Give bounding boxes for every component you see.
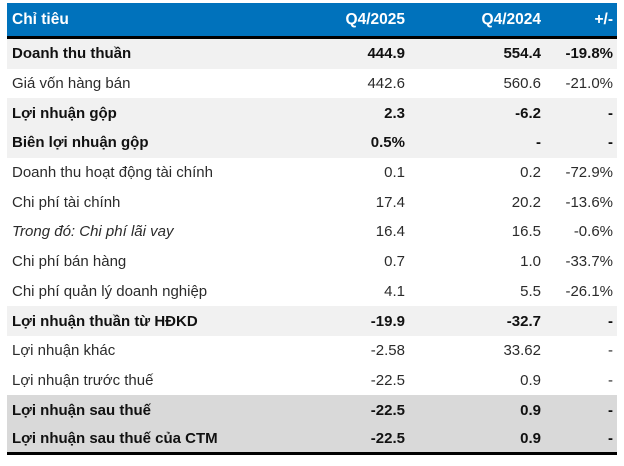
row-label: Chi phí bán hàng (12, 253, 127, 271)
table-row: Biên lợi nhuận gộp 0.5% - - (7, 128, 617, 158)
header-change: +/- (594, 10, 613, 28)
value-change: - (608, 342, 613, 360)
value-change: -13.6% (565, 193, 613, 211)
table-row: Lợi nhuận sau thuế của CTM -22.5 0.9 - (7, 424, 617, 455)
value-change: - (608, 371, 613, 389)
value-q4-2025: -2.58 (370, 342, 405, 360)
row-label: Doanh thu thuần (12, 45, 132, 63)
value-change: -26.1% (565, 282, 613, 300)
row-label: Trong đó: Chi phí lãi vay (12, 223, 174, 241)
value-change: - (608, 312, 613, 330)
value-q4-2024: 20.2 (511, 193, 541, 211)
table-row: Doanh thu hoạt động tài chính 0.1 0.2 -7… (7, 158, 617, 188)
value-change: -0.6% (573, 223, 613, 241)
row-label: Lợi nhuận trước thuế (12, 371, 154, 389)
financial-results-table: Chỉ tiêu Q4/2025 Q4/2024 +/- Doanh thu t… (7, 3, 617, 455)
row-label: Chi phí tài chính (12, 193, 121, 211)
value-q4-2025: 444.9 (367, 45, 405, 63)
table-row: Chi phí quản lý doanh nghiệp 4.1 5.5 -26… (7, 277, 617, 307)
value-q4-2025: 0.5% (370, 134, 405, 152)
value-q4-2025: 0.7 (384, 253, 405, 271)
table-row: Lợi nhuận thuần từ HĐKD -19.9 -32.7 - (7, 306, 617, 336)
value-q4-2025: 0.1 (384, 164, 405, 182)
value-q4-2025: 4.1 (384, 282, 405, 300)
value-q4-2024: 33.62 (503, 342, 541, 360)
header-q4-2025: Q4/2025 (345, 10, 405, 28)
table-row: Lợi nhuận trước thuế -22.5 0.9 - (7, 366, 617, 396)
value-change: -33.7% (565, 253, 613, 271)
value-change: - (608, 134, 613, 152)
value-change: -72.9% (565, 164, 613, 182)
value-change: -19.8% (565, 45, 613, 63)
value-q4-2025: -22.5 (370, 401, 405, 419)
value-q4-2024: 0.9 (520, 371, 541, 389)
value-q4-2025: 17.4 (375, 193, 405, 211)
value-q4-2024: 1.0 (520, 253, 541, 271)
value-q4-2025: -19.9 (370, 312, 405, 330)
value-q4-2024: 560.6 (503, 75, 541, 93)
table-row: Trong đó: Chi phí lãi vay 16.4 16.5 -0.6… (7, 217, 617, 247)
value-q4-2025: -22.5 (370, 429, 405, 447)
table-row: Lợi nhuận khác -2.58 33.62 - (7, 336, 617, 366)
table-row: Chi phí tài chính 17.4 20.2 -13.6% (7, 187, 617, 217)
value-q4-2025: 442.6 (367, 75, 405, 93)
row-label: Lợi nhuận sau thuế của CTM (12, 429, 218, 447)
row-label: Lợi nhuận gộp (12, 104, 117, 122)
table-row: Giá vốn hàng bán 442.6 560.6 -21.0% (7, 69, 617, 99)
row-label: Lợi nhuận thuần từ HĐKD (12, 312, 198, 330)
value-q4-2025: 2.3 (384, 104, 405, 122)
value-change: - (608, 104, 613, 122)
row-label: Giá vốn hàng bán (12, 75, 131, 93)
row-label: Lợi nhuận sau thuế (12, 401, 151, 419)
value-q4-2024: -6.2 (515, 104, 541, 122)
value-q4-2024: 16.5 (511, 223, 541, 241)
value-q4-2025: -22.5 (370, 371, 405, 389)
header-q4-2024: Q4/2024 (481, 10, 541, 28)
table-row: Lợi nhuận sau thuế -22.5 0.9 - (7, 395, 617, 425)
row-label: Biên lợi nhuận gộp (12, 134, 149, 152)
table-row: Chi phí bán hàng 0.7 1.0 -33.7% (7, 247, 617, 277)
value-q4-2024: 0.9 (520, 401, 541, 419)
value-q4-2024: - (536, 134, 541, 152)
value-change: -21.0% (565, 75, 613, 93)
value-q4-2024: 554.4 (503, 45, 541, 63)
table-row: Lợi nhuận gộp 2.3 -6.2 - (7, 98, 617, 129)
value-change: - (608, 429, 613, 447)
value-q4-2024: 0.2 (520, 164, 541, 182)
value-change: - (608, 401, 613, 419)
header-indicator: Chỉ tiêu (12, 10, 69, 28)
row-label: Doanh thu hoạt động tài chính (12, 164, 213, 182)
table-row: Doanh thu thuần 444.9 554.4 -19.8% (7, 39, 617, 69)
row-label: Lợi nhuận khác (12, 342, 116, 360)
value-q4-2024: 0.9 (520, 429, 541, 447)
value-q4-2024: -32.7 (506, 312, 541, 330)
row-label: Chi phí quản lý doanh nghiệp (12, 282, 208, 300)
table-header-row: Chỉ tiêu Q4/2025 Q4/2024 +/- (7, 3, 617, 39)
value-q4-2025: 16.4 (375, 223, 405, 241)
value-q4-2024: 5.5 (520, 282, 541, 300)
